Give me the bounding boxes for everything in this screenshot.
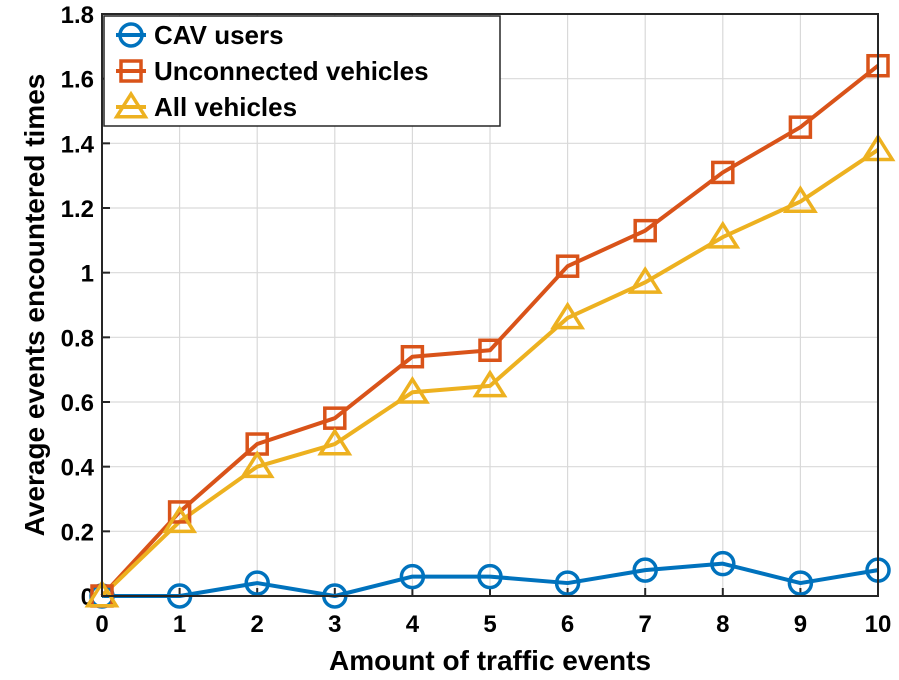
x-axis-label: Amount of traffic events <box>329 645 651 676</box>
data-point <box>555 254 580 278</box>
data-point <box>788 115 813 139</box>
data-point <box>782 185 818 214</box>
x-tick-label: 5 <box>483 611 496 638</box>
x-tick-label: 1 <box>173 611 186 638</box>
data-point <box>394 376 430 404</box>
y-ticks: 00.20.40.60.811.21.41.61.8 <box>61 2 110 611</box>
y-tick-label: 0.6 <box>61 390 94 417</box>
legend-marker <box>118 22 144 48</box>
x-tick-label: 2 <box>251 611 264 638</box>
legend-label: All vehicles <box>154 92 297 122</box>
x-tick-label: 4 <box>406 611 420 638</box>
data-point <box>244 570 270 596</box>
data-point <box>84 579 120 608</box>
series-layer <box>84 53 896 609</box>
y-tick-label: 0.4 <box>61 455 95 482</box>
x-tick-label: 3 <box>328 611 341 638</box>
x-tick-label: 7 <box>639 611 652 638</box>
series-line-all-vehicles <box>100 148 880 598</box>
legend-marker <box>119 59 143 83</box>
y-axis-label: Average events encountered times <box>19 74 50 537</box>
data-point <box>705 220 741 249</box>
y-tick-label: 1.8 <box>61 2 94 29</box>
data-point <box>633 218 657 243</box>
y-tick-label: 1.4 <box>61 131 95 158</box>
legend-item: CAV users <box>116 20 284 50</box>
series-all-vehicles <box>100 148 880 598</box>
legend-marker <box>113 90 149 119</box>
data-point <box>162 505 198 534</box>
data-point <box>477 563 503 590</box>
legend-item: Unconnected vehicles <box>116 56 429 86</box>
legend-label: Unconnected vehicles <box>154 56 429 86</box>
data-point <box>472 369 508 398</box>
series-line-cav-users <box>102 561 879 598</box>
data-point <box>400 344 425 369</box>
legend-box <box>103 15 501 127</box>
y-tick-label: 0.2 <box>61 519 94 546</box>
y-tick-label: 1.6 <box>61 67 94 94</box>
x-tick-label: 8 <box>716 611 729 638</box>
x-tick-label: 9 <box>794 611 807 638</box>
plot-frame <box>101 13 879 597</box>
data-point <box>554 570 581 596</box>
y-tick-label: 1 <box>81 261 94 288</box>
data-point <box>399 563 426 590</box>
legend-label: CAV users <box>154 20 284 50</box>
data-point <box>239 450 275 479</box>
x-ticks: 0 1 2 3 4 5 6 7 8 9 10 <box>95 588 891 638</box>
data-point <box>317 427 353 456</box>
x-tick-label: 10 <box>865 611 892 638</box>
data-point <box>632 557 658 583</box>
legend: CAV users Unconnected vehicles All vehicle… <box>103 15 501 127</box>
data-point <box>167 500 192 524</box>
x-tick-label: 6 <box>561 611 574 638</box>
y-tick-label: 0.8 <box>61 325 94 352</box>
data-point <box>710 550 736 577</box>
series-line-unconnected-vehicles <box>100 64 880 598</box>
x-tick-label: 0 <box>95 611 108 638</box>
data-point <box>550 301 586 330</box>
data-point <box>711 160 735 185</box>
series-unconnected-vehicles <box>100 64 880 598</box>
series-cav-users <box>102 561 879 598</box>
y-tick-label: 1.2 <box>61 196 94 223</box>
data-point <box>627 266 663 294</box>
data-point <box>787 570 814 596</box>
legend-item: All vehicles <box>113 90 297 122</box>
data-point <box>478 338 502 363</box>
